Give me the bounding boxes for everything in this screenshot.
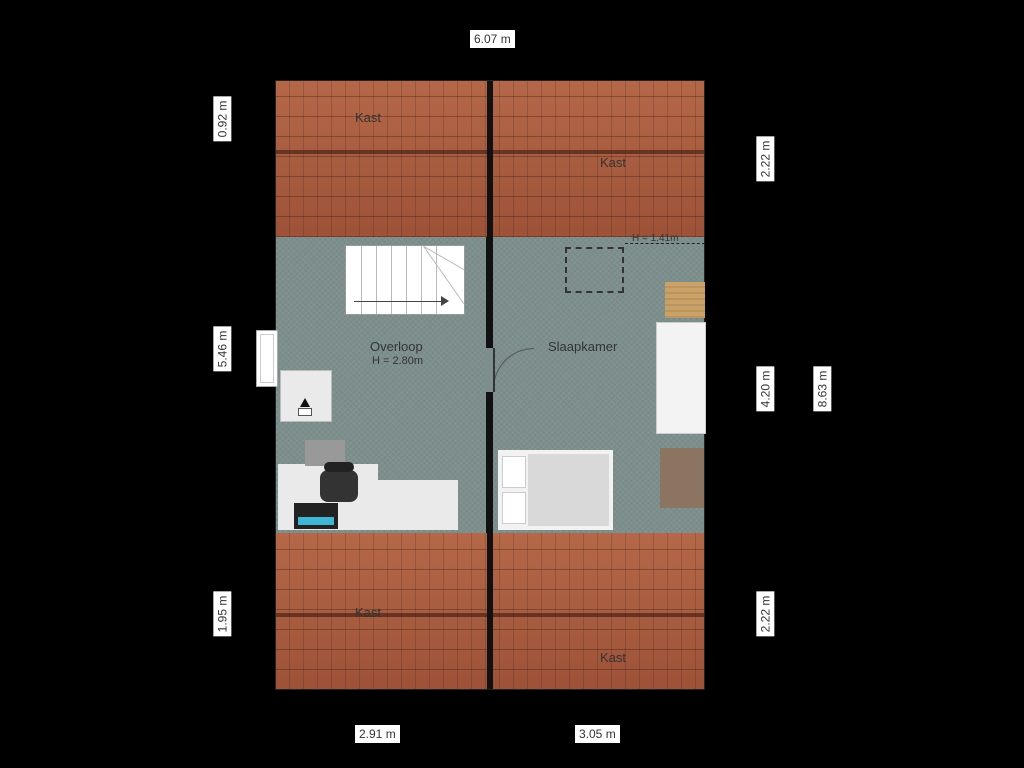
nightstand	[660, 448, 704, 508]
cabinet-right	[656, 322, 706, 434]
kast-label-top-right: Kast	[600, 155, 626, 170]
dim-far-right-total: 8.63 m	[813, 367, 831, 412]
dim-left-upper: 0.92 m	[213, 97, 231, 142]
kast-label-top-left: Kast	[355, 110, 381, 125]
appliance-knob-icon	[298, 408, 312, 416]
slaapkamer-label: Slaapkamer	[548, 339, 617, 354]
stairs-arrow-icon	[354, 301, 444, 302]
slaapkamer-height: H = 1.41m	[632, 233, 678, 244]
appliance-arrow-icon	[300, 398, 310, 407]
floorplan-canvas: Kast Kast Kast Kast Overloop H = 2.80m S…	[0, 0, 1024, 768]
dim-top-total: 6.07 m	[470, 30, 515, 48]
dim-right-upper: 2.22 m	[756, 137, 774, 182]
stairs	[345, 245, 465, 315]
dim-right-lower: 2.22 m	[756, 592, 774, 637]
overloop-label: Overloop	[370, 339, 423, 354]
desk-right	[378, 480, 458, 530]
building-outline	[275, 80, 705, 690]
desk-chair	[320, 470, 358, 502]
window-left	[256, 330, 278, 387]
dim-right-middle: 4.20 m	[756, 367, 774, 412]
laptop	[294, 503, 338, 529]
kast-label-bottom-right: Kast	[600, 650, 626, 665]
dim-bottom-left: 2.91 m	[355, 725, 400, 743]
overloop-height: H = 2.80m	[372, 355, 423, 367]
kast-label-bottom-left: Kast	[355, 605, 381, 620]
dim-left-middle: 5.46 m	[213, 327, 231, 372]
laptop-screen	[298, 517, 334, 525]
dim-left-lower: 1.95 m	[213, 592, 231, 637]
wood-furniture	[665, 282, 705, 318]
ceiling-opening	[565, 247, 624, 293]
dim-bottom-right: 3.05 m	[575, 725, 620, 743]
bed	[498, 450, 613, 530]
